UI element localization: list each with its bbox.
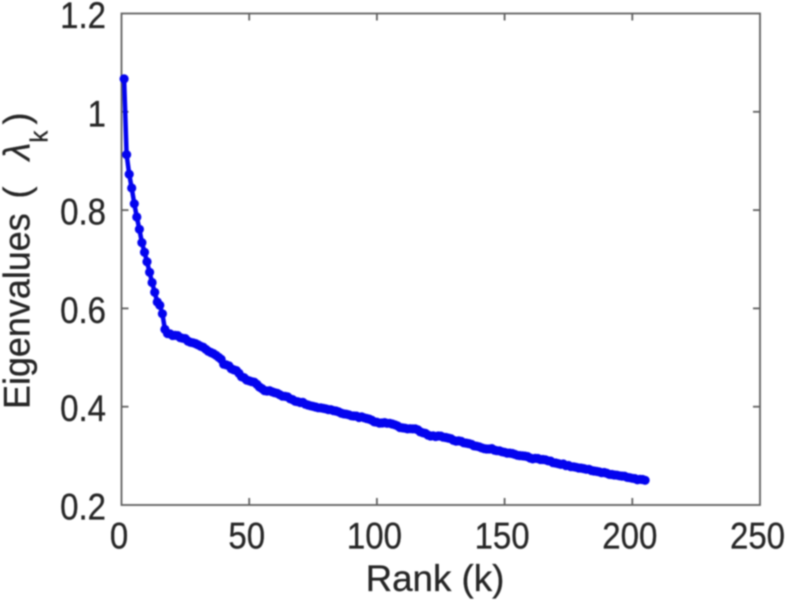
svg-text:1.2: 1.2 [60,0,106,36]
svg-text:Eigenvalues ( λk): Eigenvalues ( λk) [0,112,54,409]
svg-text:1: 1 [88,93,106,134]
svg-text:Rank (k): Rank (k) [366,557,505,599]
svg-text:200: 200 [602,516,657,557]
svg-text:0: 0 [110,516,128,557]
svg-text:0.4: 0.4 [60,388,106,429]
svg-text:50: 50 [228,516,265,557]
svg-text:0.6: 0.6 [60,290,106,331]
svg-text:250: 250 [730,516,785,557]
svg-text:100: 100 [347,516,402,557]
svg-text:0.2: 0.2 [60,487,106,528]
svg-text:0.8: 0.8 [60,192,106,233]
svg-text:150: 150 [475,516,530,557]
